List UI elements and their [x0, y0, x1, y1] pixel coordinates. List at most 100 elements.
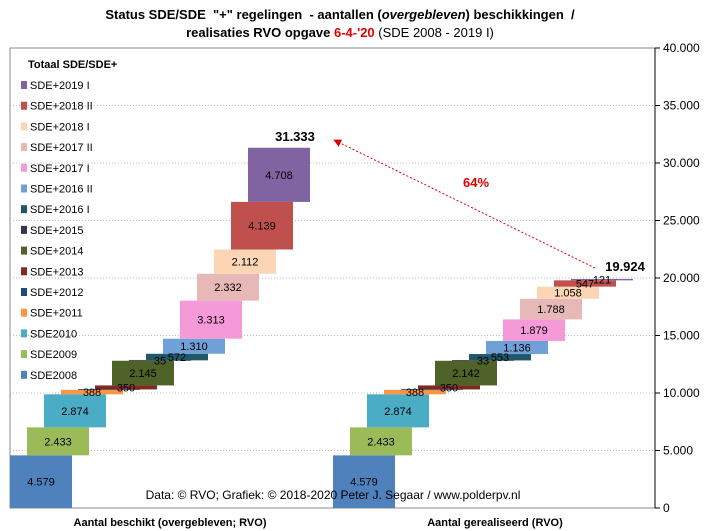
bar-segment [248, 147, 310, 202]
bar-segment [469, 354, 531, 361]
segment-label: 4.579 [350, 477, 378, 489]
legend-swatch [21, 350, 27, 359]
segment-label: 121 [593, 275, 611, 287]
segment-label: 2.874 [61, 406, 89, 418]
legend-entry: SDE2010 [30, 328, 77, 340]
y-tick-label: 0 [663, 501, 670, 515]
y-tick-label: 5.000 [663, 444, 693, 458]
segment-label: 33 [477, 356, 489, 368]
segment-label: 2.112 [232, 257, 259, 269]
legend-title: Totaal SDE/SDE+ [28, 59, 117, 71]
bar-segment [112, 360, 174, 386]
segment-label: 2.145 [129, 368, 157, 380]
segment-label: 1.310 [180, 341, 208, 353]
bar-segment [78, 389, 140, 390]
bar-segment [197, 273, 259, 301]
bar-segment [571, 278, 633, 281]
segment-label: 4.579 [27, 477, 55, 489]
y-tick-label: 25.000 [663, 214, 700, 228]
legend-swatch [21, 81, 27, 89]
bar-segments [10, 147, 633, 508]
legend-swatch [21, 370, 27, 379]
segment-label: 2.433 [44, 436, 72, 448]
legend-swatch [21, 329, 27, 338]
ratio-arrow [333, 139, 596, 269]
segment-label: 547 [576, 279, 594, 291]
legend-entry: SDE+2016 I [30, 204, 90, 216]
bar-segment [129, 359, 191, 361]
bar-segment [350, 427, 412, 456]
total-label-gerealiseerd: 19.924 [605, 259, 646, 274]
chart-title-line2: realisaties RVO opgave 6-4-'20 (SDE 2008… [186, 25, 494, 40]
bar-segment [214, 249, 276, 274]
legend: Totaal SDE/SDE+ SDE+2019 I SDE+2018 II SDE… [21, 59, 117, 382]
legend-entry: SDE2008 [30, 370, 77, 382]
bar-segment [486, 340, 548, 355]
legend-swatch [21, 143, 27, 152]
segment-label: 388 [406, 387, 424, 399]
bar-segment [401, 389, 463, 390]
bar-segment [418, 385, 480, 390]
legend-entry: SDE+2017 II [30, 142, 93, 154]
legend-entry: SDE+2019 I [30, 80, 90, 92]
legend-entry: SDE+2018 II [30, 101, 93, 113]
segment-label: 1.136 [503, 343, 531, 355]
segment-label: 1.879 [520, 325, 548, 337]
segment-label: 350 [117, 382, 135, 394]
bar-segment [95, 385, 157, 390]
segment-label: 3.313 [197, 315, 225, 327]
bar-segment [163, 338, 225, 354]
segment-label: 553 [491, 352, 509, 364]
segment-label: 572 [168, 352, 186, 364]
legend-swatch [21, 246, 27, 255]
chart-title-line1: Status SDE/SDE "+" regelingen - aantalle… [105, 7, 575, 22]
segment-label: 2.874 [384, 406, 412, 418]
legend-swatch [21, 205, 27, 214]
legend-swatch [21, 184, 27, 193]
y-tick-label: 30.000 [663, 156, 700, 170]
segment-label: 1.058 [554, 288, 582, 300]
legend-entry: SDE2009 [30, 349, 77, 361]
segment-label: 350 [440, 382, 458, 394]
bar-segment [520, 298, 582, 320]
segment-label: 2.332 [214, 282, 242, 294]
bar-segment [146, 353, 208, 361]
legend-swatch [21, 225, 27, 234]
bar-segment [384, 389, 446, 395]
bar-segment [180, 300, 242, 339]
segment-label: 388 [83, 387, 101, 399]
legend-swatch [21, 308, 27, 317]
y-tick-label: 35.000 [663, 99, 700, 113]
legend-swatch [21, 122, 27, 131]
category-label-gerealiseerd: Aantal gerealiseerd (RVO) [427, 517, 563, 529]
bar-segment [367, 394, 429, 428]
segment-label: 35 [154, 356, 166, 368]
legend-entry: SDE+2016 II [30, 184, 93, 196]
segment-label: 4.139 [248, 221, 276, 233]
legend-entry: SDE+2013 [30, 266, 84, 278]
segment-label: 4.708 [265, 170, 293, 182]
legend-swatch [21, 267, 27, 276]
source-note: Data: © RVO; Grafiek: © 2018-2020 Peter … [146, 488, 521, 502]
legend-swatch [21, 101, 27, 110]
legend-entry: SDE+2017 I [30, 163, 90, 175]
bar-segment [27, 427, 89, 456]
y-axis-ticks: 0 5.000 10.000 15.000 20.000 25.000 30.000 35.0… [655, 41, 700, 515]
segment-label: 2.142 [452, 368, 480, 380]
y-tick-label: 10.000 [663, 386, 700, 400]
category-label-beschikt: Aantal beschikt (overgebleven; RVO) [74, 517, 267, 529]
legend-entry: SDE+2018 I [30, 121, 90, 133]
segment-label: 1.788 [537, 304, 565, 316]
legend-swatch [21, 163, 27, 172]
bar-segment [231, 201, 293, 250]
y-tick-label: 15.000 [663, 329, 700, 343]
bar-segment [61, 389, 123, 395]
bar-segment [10, 455, 72, 508]
legend-entry: SDE+2011 [30, 308, 83, 320]
total-label-beschikt: 31.333 [275, 129, 315, 144]
segment-label: 2.433 [367, 436, 395, 448]
bar-segment [333, 455, 395, 508]
y-tick-label: 20.000 [663, 271, 700, 285]
